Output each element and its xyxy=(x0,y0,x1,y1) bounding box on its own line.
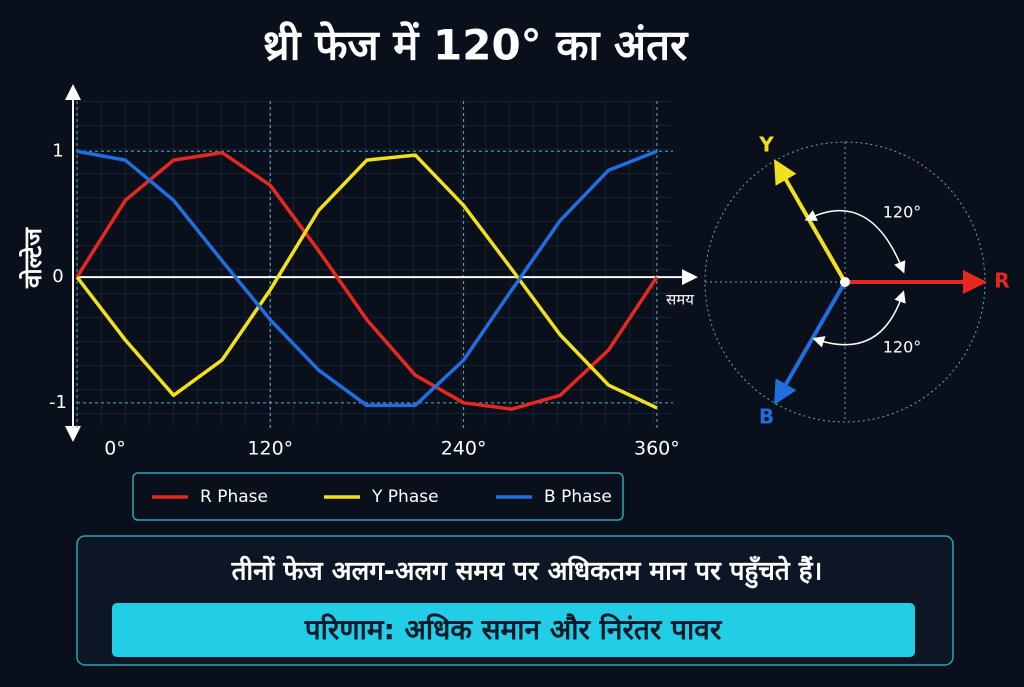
phasor-vector xyxy=(773,159,847,284)
x-tick-label: 0° xyxy=(104,438,126,460)
angle-arc xyxy=(812,290,906,348)
minor-grid xyxy=(77,101,673,428)
phasor-label: R xyxy=(994,269,1009,293)
angle-arc xyxy=(804,209,906,274)
phasor: R Y B xyxy=(758,133,1009,429)
x-tick-label: 120° xyxy=(247,438,293,460)
y-axis-label: वोल्टेज xyxy=(19,227,47,289)
legend-items: R Phase Y Phase B Phase xyxy=(152,487,612,507)
legend-label: R Phase xyxy=(200,487,268,507)
legend-label: B Phase xyxy=(544,487,612,507)
x-axis-label: समय xyxy=(666,291,694,309)
x-tick-label: 240° xyxy=(441,438,487,460)
angle-label: 120° xyxy=(883,338,922,357)
result-text: परिणाम: अधिक समान और निरंतर पावर xyxy=(304,613,723,646)
y-tick-label: 0 xyxy=(52,266,63,287)
series-line xyxy=(76,149,658,408)
legend xyxy=(132,472,624,521)
title: थ्री फेज में 120° का अंतर xyxy=(263,21,689,70)
plot: -1 0 1 0° 120° 240° 360° xyxy=(49,101,698,460)
phasor-vector xyxy=(774,281,847,405)
y-tick-label: 1 xyxy=(52,140,63,161)
x-tick-label: 360° xyxy=(634,438,680,460)
result-box xyxy=(112,603,915,657)
legend-label: Y Phase xyxy=(371,487,439,507)
phasor-label: B xyxy=(759,404,774,428)
note-text: तीनों फेज अलग-अलग समय पर अधिकतम मान पर प… xyxy=(231,556,823,589)
series-line xyxy=(75,150,659,411)
phasor-origin xyxy=(840,277,850,287)
phasor-label: Y xyxy=(758,133,774,157)
angle-label: 120° xyxy=(883,203,922,222)
series-line xyxy=(75,153,658,410)
y-tick-label: -1 xyxy=(49,392,67,413)
